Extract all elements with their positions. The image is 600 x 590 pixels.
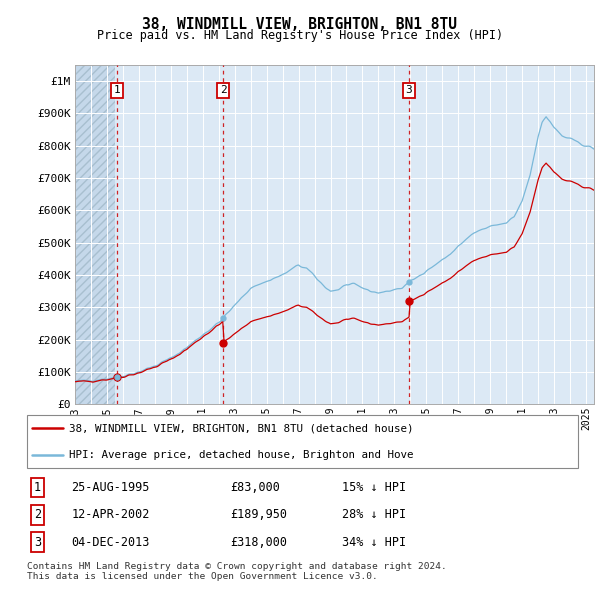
Text: Contains HM Land Registry data © Crown copyright and database right 2024.
This d: Contains HM Land Registry data © Crown c…	[27, 562, 447, 581]
Text: £189,950: £189,950	[230, 508, 287, 522]
Text: 38, WINDMILL VIEW, BRIGHTON, BN1 8TU: 38, WINDMILL VIEW, BRIGHTON, BN1 8TU	[143, 17, 458, 31]
Text: 2: 2	[220, 86, 227, 96]
Text: 04-DEC-2013: 04-DEC-2013	[71, 536, 150, 549]
Text: Price paid vs. HM Land Registry's House Price Index (HPI): Price paid vs. HM Land Registry's House …	[97, 30, 503, 42]
Text: HPI: Average price, detached house, Brighton and Hove: HPI: Average price, detached house, Brig…	[68, 450, 413, 460]
Text: 25-AUG-1995: 25-AUG-1995	[71, 481, 150, 494]
Text: 38, WINDMILL VIEW, BRIGHTON, BN1 8TU (detached house): 38, WINDMILL VIEW, BRIGHTON, BN1 8TU (de…	[68, 424, 413, 434]
Text: 3: 3	[406, 86, 412, 96]
Text: 28% ↓ HPI: 28% ↓ HPI	[342, 508, 406, 522]
Text: 34% ↓ HPI: 34% ↓ HPI	[342, 536, 406, 549]
Text: 15% ↓ HPI: 15% ↓ HPI	[342, 481, 406, 494]
Text: £83,000: £83,000	[230, 481, 280, 494]
Text: 2: 2	[34, 508, 41, 522]
Bar	[75, 65, 115, 404]
Text: 3: 3	[34, 536, 41, 549]
Text: 1: 1	[34, 481, 41, 494]
Text: 1: 1	[114, 86, 121, 96]
Text: £318,000: £318,000	[230, 536, 287, 549]
FancyBboxPatch shape	[27, 415, 578, 468]
Text: 12-APR-2002: 12-APR-2002	[71, 508, 150, 522]
